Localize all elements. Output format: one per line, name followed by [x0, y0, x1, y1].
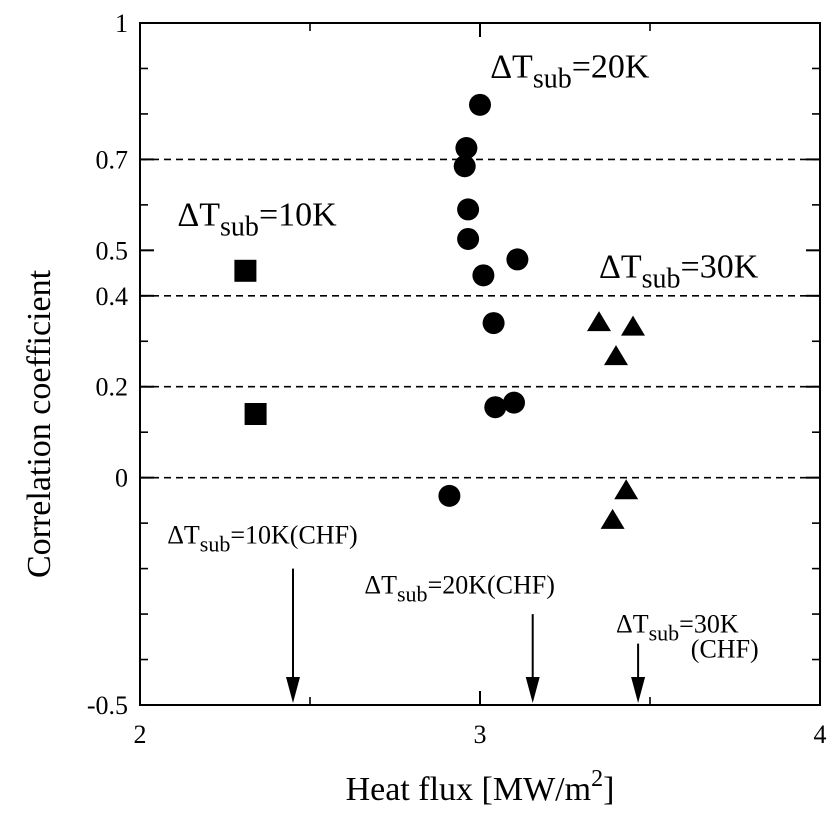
- circle-point: [472, 264, 495, 287]
- annotation-sub: sub: [200, 532, 231, 557]
- circle-point: [453, 155, 476, 178]
- label-20k: ΔTsub=20K: [490, 49, 650, 95]
- triangle-point: [600, 508, 625, 529]
- annotation-delta: ΔT: [177, 196, 220, 233]
- annotation-delta: ΔT: [616, 609, 649, 638]
- x-axis-title: Heat flux [MW/m2]: [346, 766, 615, 808]
- x-axis-title-end: ]: [603, 771, 614, 808]
- circle-point: [457, 198, 480, 221]
- y-tick-label: 0.4: [96, 282, 129, 311]
- x-tick-label: 4: [814, 720, 827, 749]
- annotation-text: =30K: [679, 609, 739, 638]
- tick-labels: -0.5 0 0.2 0.4 0.5 0.7 1 2 3 4: [87, 9, 827, 749]
- arrow-head: [525, 677, 540, 703]
- annotation-delta: ΔT: [364, 571, 397, 600]
- annotation-delta: ΔT: [599, 249, 642, 286]
- annotation-text: =10K: [259, 196, 337, 233]
- annotation-text: =20K: [572, 49, 650, 86]
- circle-point: [469, 93, 491, 116]
- triangle-point: [587, 311, 611, 332]
- x-tick-label: 2: [134, 720, 147, 749]
- annotation-sub: sub: [533, 64, 572, 95]
- triangle-point: [604, 345, 628, 366]
- circle-point: [484, 396, 507, 419]
- y-tick-label: 1: [115, 9, 128, 38]
- plot-frame: [139, 22, 821, 706]
- circle-point: [438, 484, 461, 507]
- annotation-sub: sub: [397, 582, 428, 607]
- y-tick-label: 0.2: [96, 373, 129, 402]
- annotation-delta: ΔT: [490, 49, 533, 86]
- circle-point: [482, 312, 505, 335]
- arrow-10k-chf: [286, 568, 300, 703]
- chf-arrows: [286, 568, 646, 703]
- axis-ticks: [139, 22, 821, 706]
- annotation-text: =10K(CHF): [230, 521, 357, 550]
- y-tick-label: -0.5: [87, 691, 128, 720]
- y-tick-label: 0: [115, 464, 128, 493]
- label-30k: ΔTsub=30K: [599, 249, 759, 295]
- label-30k-chf-2: (CHF): [691, 634, 759, 663]
- annotation-delta: ΔT: [167, 521, 200, 550]
- y-axis-title: Correlation coefficient: [21, 269, 58, 578]
- triangle-point: [614, 479, 639, 500]
- annotation-text: (CHF): [691, 634, 759, 663]
- x-axis-title-sup: 2: [591, 766, 603, 792]
- annotation-sub: sub: [220, 211, 259, 242]
- annotation-sub: sub: [649, 620, 680, 645]
- annotation-sub: sub: [642, 264, 681, 295]
- y-tick-label: 0.5: [96, 236, 129, 265]
- annotation-text: =30K: [681, 249, 759, 286]
- square-point: [244, 403, 267, 426]
- annotations: ΔTsub=10KΔTsub=20KΔTsub=30KΔTsub=10K(CHF…: [167, 49, 759, 664]
- dashed-gridlines: [140, 158, 820, 479]
- annotation-text: =20K(CHF): [428, 571, 555, 600]
- label-20k-chf: ΔTsub=20K(CHF): [364, 571, 555, 607]
- y-tick-label: 0.7: [96, 145, 129, 174]
- circle-point: [506, 248, 529, 271]
- x-axis-title-main: Heat flux [MW/m: [346, 771, 592, 808]
- circle-point: [457, 227, 480, 250]
- data-points: [234, 93, 645, 529]
- triangle-point: [621, 315, 645, 336]
- arrow-head: [286, 677, 300, 703]
- arrow-20k-chf: [525, 614, 540, 703]
- arrow-head: [631, 677, 646, 703]
- circle-point: [455, 137, 478, 160]
- arrow-30k-chf: [631, 643, 646, 703]
- label-30k-chf: ΔTsub=30K: [616, 609, 739, 645]
- circle-point: [503, 391, 525, 414]
- label-10k-chf: ΔTsub=10K(CHF): [167, 521, 358, 557]
- label-10k: ΔTsub=10K: [177, 196, 337, 242]
- x-tick-label: 3: [474, 720, 487, 749]
- square-point: [234, 259, 257, 282]
